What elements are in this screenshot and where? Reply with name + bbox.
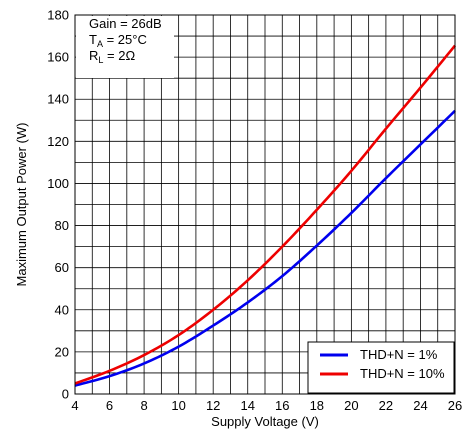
tick-labels: 4 6 8 10 12 14 16 18 20 22 24 26 0 20 40 60 80 100 120 140 1… xyxy=(47,8,462,414)
plot-frame xyxy=(74,14,456,395)
legend: THD+N = 1% THD+N = 10% xyxy=(307,341,455,394)
y-tick-label: 20 xyxy=(55,344,69,359)
x-tick-label: 20 xyxy=(344,398,358,413)
x-tick-label: 14 xyxy=(240,398,254,413)
gain-annotation: Gain = 26dB xyxy=(89,16,162,31)
legend-box xyxy=(307,341,455,394)
x-tick-label: 10 xyxy=(171,398,185,413)
x-tick-label: 22 xyxy=(379,398,393,413)
y-tick-label: 40 xyxy=(55,302,69,317)
x-tick-label: 18 xyxy=(310,398,324,413)
rl-annotation: RL = 2Ω xyxy=(89,48,135,65)
y-axis-label: Maximum Output Power (W) xyxy=(14,123,29,287)
series-line-0 xyxy=(74,109,456,387)
ta-annotation: TA = 25°C xyxy=(89,32,147,49)
legend-label-thd10: THD+N = 10% xyxy=(360,366,445,381)
series-lines xyxy=(74,44,457,387)
x-axis-label: Supply Voltage (V) xyxy=(211,414,319,429)
y-tick-label: 140 xyxy=(47,92,69,107)
y-tick-label: 60 xyxy=(55,260,69,275)
legend-label-thd1: THD+N = 1% xyxy=(360,347,438,362)
ta-subscript: A xyxy=(97,39,103,49)
y-tick-label: 0 xyxy=(62,387,69,402)
annotation-box xyxy=(76,16,174,78)
y-tick-label: 120 xyxy=(47,134,69,149)
y-tick-label: 80 xyxy=(55,218,69,233)
x-tick-label: 16 xyxy=(275,398,289,413)
rl-value: = 2Ω xyxy=(103,48,135,63)
x-tick-label: 8 xyxy=(140,398,147,413)
y-tick-label: 100 xyxy=(47,176,69,191)
annotation-block: Gain = 26dB TA = 25°C RL = 2Ω xyxy=(89,16,162,65)
y-tick-label: 160 xyxy=(47,50,69,65)
ta-value: = 25°C xyxy=(103,32,147,47)
x-tick-label: 24 xyxy=(413,398,427,413)
x-tick-label: 4 xyxy=(71,398,78,413)
x-tick-label: 6 xyxy=(106,398,113,413)
rl-subscript: L xyxy=(98,55,103,65)
x-tick-label: 26 xyxy=(448,398,462,413)
y-tick-label: 180 xyxy=(47,8,69,23)
x-tick-label: 12 xyxy=(206,398,220,413)
rl-main: R xyxy=(89,48,98,63)
series-line-1 xyxy=(74,44,457,385)
ta-main: T xyxy=(89,32,97,47)
